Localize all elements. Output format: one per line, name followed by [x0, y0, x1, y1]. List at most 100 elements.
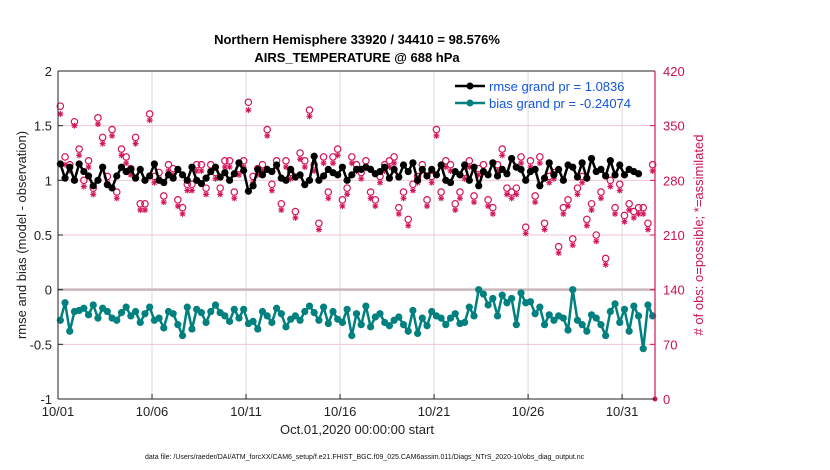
- bias-point: [103, 307, 111, 316]
- bias-point: [484, 301, 492, 309]
- rmse-point: [89, 182, 97, 190]
- obs-possible-point: [347, 153, 356, 161]
- bias-point: [352, 310, 361, 318]
- rmse-point: [272, 161, 281, 169]
- y-axis-label: rmse and bias (model - observation): [14, 131, 29, 339]
- bias-point: [428, 307, 436, 316]
- bias-point: [183, 303, 191, 311]
- obs-assimilated-point: [193, 167, 200, 174]
- bias-point: [357, 321, 365, 329]
- rmse-point: [319, 172, 328, 180]
- obs-assimilated-point: [329, 160, 336, 167]
- rmse-point: [188, 163, 196, 171]
- obs-assimilated-point: [264, 132, 271, 139]
- rmse-point: [616, 161, 624, 169]
- obs-possible-point: [432, 125, 441, 134]
- obs-assimilated-point: [409, 187, 416, 194]
- x-tick-label: 10/26: [512, 404, 545, 419]
- obs-assimilated-point: [203, 191, 210, 198]
- obs-possible-point: [526, 157, 535, 165]
- rmse-point: [240, 166, 248, 175]
- obs-assimilated-point: [579, 179, 586, 186]
- obs-possible-point: [343, 184, 351, 192]
- bias-point: [343, 305, 351, 313]
- bias-point: [573, 316, 582, 324]
- bias-point: [258, 307, 267, 316]
- obs-assimilated-point: [278, 207, 285, 214]
- rmse-point: [390, 165, 398, 173]
- obs-possible-point: [521, 223, 530, 231]
- obs-possible-point: [371, 196, 380, 204]
- bias-point: [249, 317, 257, 325]
- obs-possible-point: [540, 219, 549, 228]
- bias-point: [395, 313, 403, 321]
- rmse-point: [99, 163, 107, 171]
- obs-possible-point: [498, 145, 507, 153]
- obs-assimilated-point: [499, 152, 506, 159]
- bias-point: [94, 314, 102, 322]
- legend: rmse grand pr = 1.0836 bias grand pr = -…: [455, 79, 631, 111]
- bias-point: [493, 312, 502, 320]
- obs-possible-point: [507, 188, 516, 196]
- obs-possible-point: [531, 192, 539, 200]
- obs-possible-point: [437, 188, 445, 196]
- rmse-point: [545, 159, 553, 167]
- bias-point: [578, 321, 586, 329]
- obs-assimilated-point: [456, 195, 463, 202]
- rmse-point: [94, 176, 102, 184]
- obs-possible-point: [145, 110, 154, 118]
- rmse-point: [211, 163, 220, 171]
- obs-assimilated-point: [560, 210, 567, 217]
- y-tick-label: 2: [45, 64, 52, 79]
- legend-rmse-label: rmse grand pr = 1.0836: [489, 79, 625, 94]
- bias-series: [56, 286, 657, 353]
- obs-possible-point: [122, 153, 130, 161]
- obs-possible-point: [164, 160, 173, 169]
- bias-point: [282, 323, 290, 331]
- obs-possible-point: [601, 254, 610, 263]
- obs-assimilated-point: [245, 107, 252, 114]
- obs-assimilated-point: [123, 160, 130, 167]
- x-tick-label: 10/11: [230, 404, 262, 419]
- bias-point: [630, 302, 638, 310]
- bias-point: [367, 323, 375, 331]
- rmse-point: [555, 165, 563, 173]
- bias-point: [536, 303, 544, 311]
- bias-point: [207, 307, 215, 316]
- obs-possible-point: [554, 242, 563, 251]
- obs-assimilated-point: [588, 207, 595, 214]
- bias-point: [197, 309, 205, 317]
- obs-possible-point: [225, 157, 234, 165]
- bias-point: [437, 314, 445, 322]
- obs-assimilated-point: [433, 132, 440, 139]
- rmse-point: [310, 152, 318, 160]
- obs-possible-point: [319, 153, 328, 161]
- obs-assimilated-point: [146, 117, 153, 124]
- bias-point: [169, 310, 177, 318]
- obs-possible-point: [592, 231, 601, 239]
- rmse-point: [573, 173, 582, 181]
- rmse-point: [70, 176, 79, 184]
- obs-assimilated-point: [94, 121, 101, 128]
- bias-point: [540, 321, 549, 329]
- bias-point: [56, 316, 64, 324]
- bias-point: [66, 327, 74, 335]
- bias-point: [451, 310, 459, 318]
- rmse-point: [484, 171, 492, 179]
- bias-point: [230, 305, 238, 313]
- obs-assimilated-point: [438, 195, 445, 202]
- bias-point: [512, 321, 520, 329]
- bias-point: [583, 327, 591, 335]
- obs-assimilated-point: [513, 191, 520, 198]
- rmse-point: [183, 176, 191, 184]
- obs-assimilated-point: [630, 214, 637, 221]
- rmse-point: [602, 172, 610, 180]
- obs-assimilated-point: [179, 210, 186, 217]
- obs-assimilated-point: [99, 140, 106, 147]
- rmse-point: [470, 163, 478, 171]
- bias-point: [89, 301, 97, 309]
- bias-point: [174, 321, 182, 329]
- rmse-point: [461, 161, 469, 169]
- rmse-point: [348, 171, 356, 179]
